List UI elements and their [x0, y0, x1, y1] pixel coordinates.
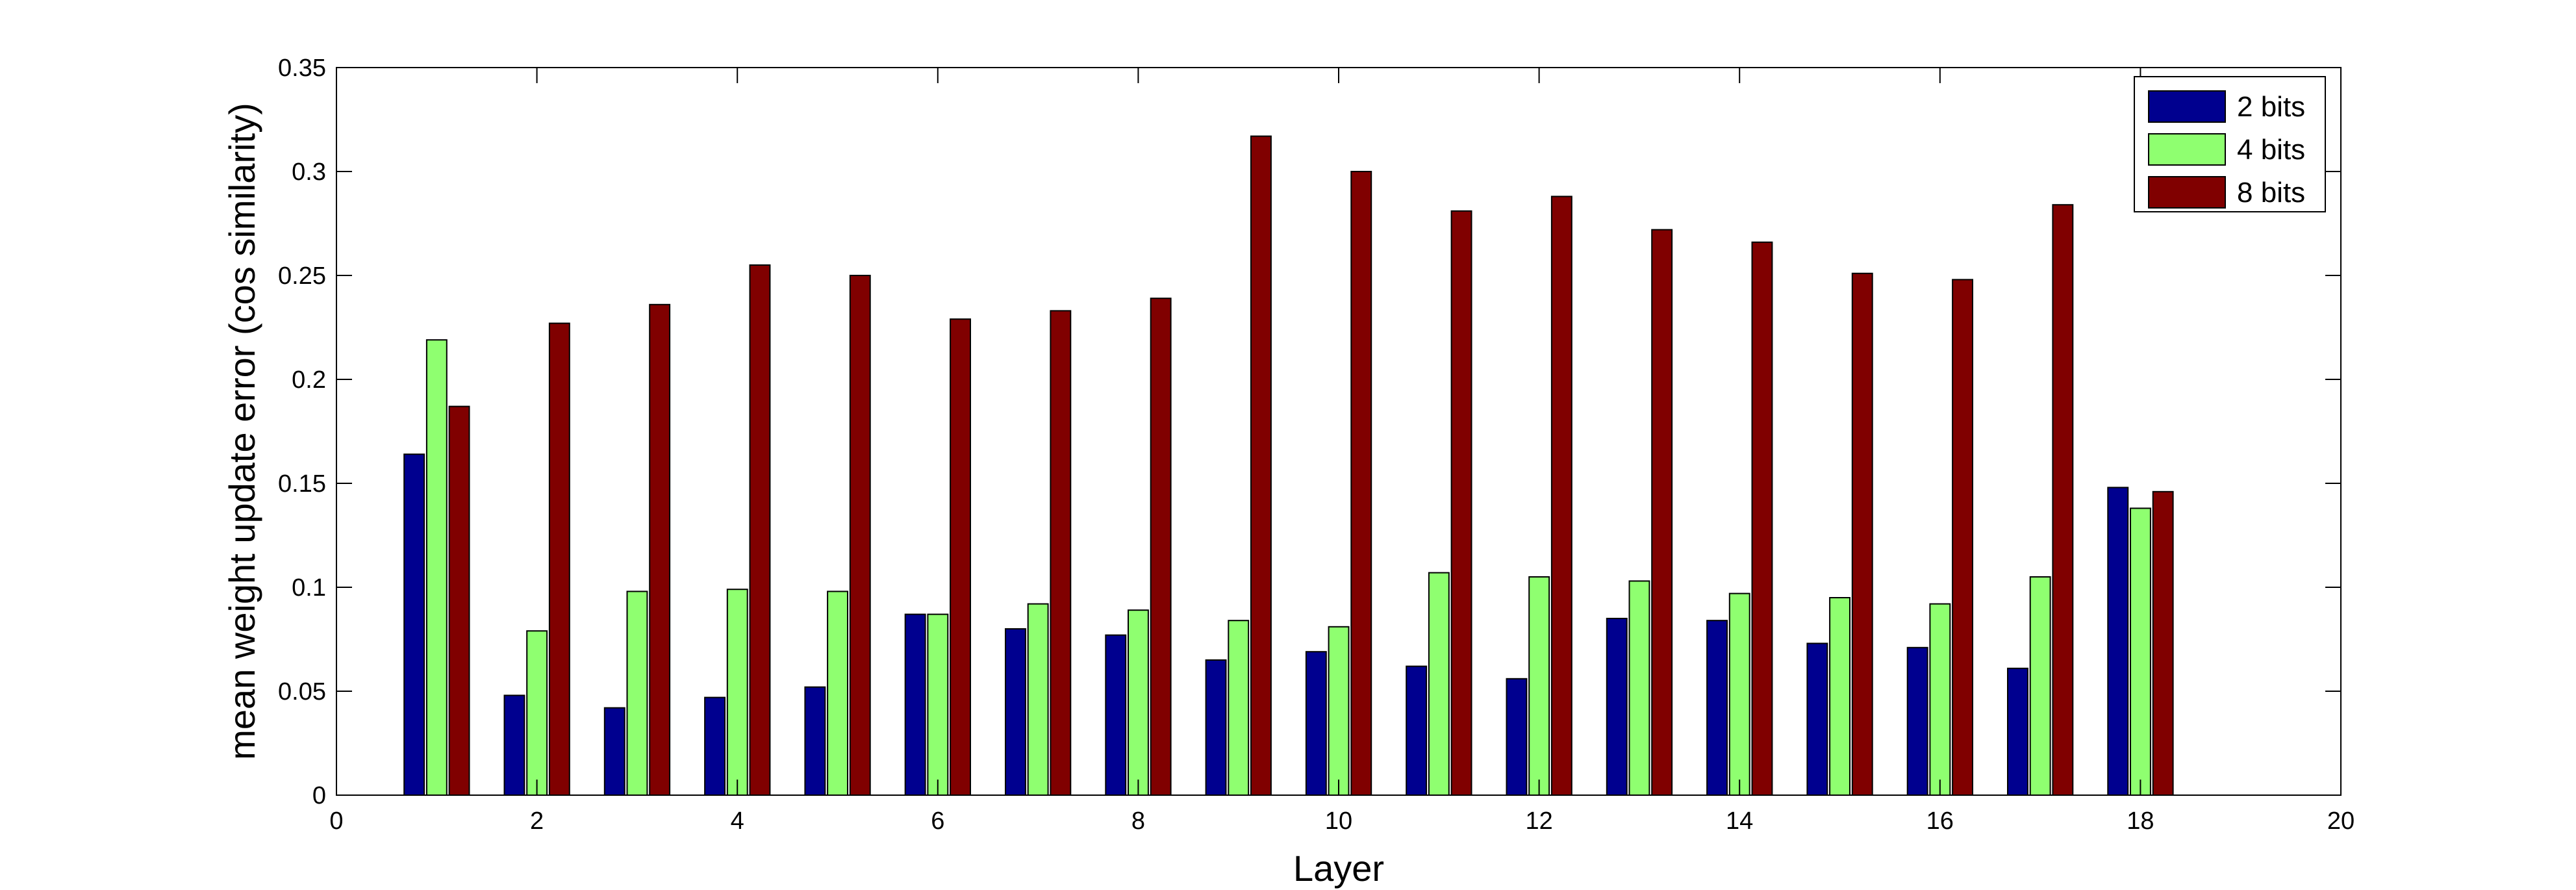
y-tick-label: 0	[312, 782, 326, 809]
bar-8-bits-layer-4	[749, 264, 771, 796]
bar-4-bits-layer-11	[1428, 572, 1450, 796]
y-tick-label: 0.15	[278, 470, 326, 498]
bar-4-bits-layer-6	[927, 613, 949, 796]
legend-swatch	[2148, 176, 2226, 209]
bar-8-bits-layer-18	[2152, 490, 2174, 796]
bar-2-bits-layer-8	[1105, 634, 1127, 796]
legend-label: 8 bits	[2237, 177, 2305, 209]
bar-2-bits-layer-15	[1806, 642, 1828, 796]
bar-2-bits-layer-1	[403, 453, 425, 796]
bar-2-bits-layer-10	[1305, 651, 1327, 796]
bar-2-bits-layer-3	[603, 707, 625, 796]
bar-2-bits-layer-7	[1005, 628, 1026, 796]
y-tick-label: 0.05	[278, 678, 326, 706]
bar-4-bits-layer-15	[1829, 597, 1851, 796]
x-tick-label: 16	[1926, 807, 1954, 835]
bar-8-bits-layer-11	[1450, 210, 1472, 796]
bar-2-bits-layer-9	[1205, 659, 1227, 796]
bar-4-bits-layer-8	[1128, 609, 1149, 796]
x-tick-label: 4	[731, 807, 744, 835]
bar-8-bits-layer-16	[1952, 279, 1974, 796]
bar-4-bits-layer-9	[1228, 620, 1250, 796]
bar-4-bits-layer-14	[1728, 592, 1750, 796]
x-tick-label: 12	[1525, 807, 1552, 835]
legend-label: 4 bits	[2237, 134, 2305, 166]
bar-2-bits-layer-18	[2107, 487, 2129, 796]
bar-4-bits-layer-3	[626, 591, 648, 796]
y-tick-label: 0.3	[292, 159, 326, 186]
bar-4-bits-layer-7	[1027, 603, 1049, 796]
bar-8-bits-layer-13	[1651, 229, 1673, 796]
bar-4-bits-layer-18	[2130, 507, 2151, 796]
bar-8-bits-layer-9	[1250, 135, 1272, 796]
bar-4-bits-layer-17	[2029, 576, 2051, 796]
bar-8-bits-layer-12	[1550, 196, 1572, 796]
bar-4-bits-layer-16	[1929, 603, 1951, 796]
y-tick-label: 0.25	[278, 262, 326, 290]
legend: 2 bits 4 bits 8 bits	[2134, 76, 2326, 212]
y-tick-label: 0.1	[292, 574, 326, 602]
bar-2-bits-layer-2	[503, 694, 525, 796]
legend-label: 2 bits	[2237, 91, 2305, 123]
bar-8-bits-layer-10	[1350, 171, 1372, 796]
bar-8-bits-layer-7	[1050, 310, 1072, 796]
x-tick-label: 8	[1131, 807, 1145, 835]
x-axis-label: Layer	[1293, 848, 1384, 889]
x-tick-label: 20	[2327, 807, 2355, 835]
x-tick-label: 18	[2127, 807, 2154, 835]
bar-8-bits-layer-15	[1851, 272, 1873, 796]
y-tick-label: 0.2	[292, 366, 326, 394]
bar-4-bits-layer-12	[1528, 576, 1550, 796]
y-tick-label: 0.35	[278, 55, 326, 82]
bar-2-bits-layer-5	[804, 686, 826, 796]
bar-4-bits-layer-5	[827, 591, 848, 796]
bar-8-bits-layer-1	[448, 405, 470, 796]
x-tick-label: 6	[931, 807, 944, 835]
bar-2-bits-layer-12	[1506, 678, 1528, 796]
legend-swatch	[2148, 133, 2226, 166]
bar-8-bits-layer-6	[950, 318, 971, 796]
bar-2-bits-layer-16	[1906, 646, 1928, 796]
y-axis-label: mean weight update error (cos similarity…	[221, 103, 262, 759]
plot-frame	[336, 67, 2342, 796]
bar-8-bits-layer-14	[1751, 241, 1773, 796]
bar-4-bits-layer-2	[526, 630, 548, 796]
x-tick-label: 14	[1726, 807, 1753, 835]
bar-8-bits-layer-2	[548, 322, 570, 796]
x-tick-label: 0	[329, 807, 343, 835]
bar-2-bits-layer-4	[704, 696, 726, 796]
bar-8-bits-layer-5	[849, 275, 871, 796]
bar-8-bits-layer-17	[2052, 204, 2074, 796]
bar-4-bits-layer-1	[425, 339, 448, 796]
x-tick-label: 2	[530, 807, 544, 835]
bar-2-bits-layer-14	[1706, 620, 1728, 796]
x-tick-label: 10	[1325, 807, 1352, 835]
bar-group	[403, 135, 2174, 796]
bar-2-bits-layer-13	[1606, 618, 1628, 796]
bar-8-bits-layer-8	[1150, 298, 1172, 796]
bar-2-bits-layer-6	[904, 613, 926, 796]
bar-4-bits-layer-4	[726, 589, 748, 796]
axes: 0 2 4 6 8 10 12 14 16 18 20 0 0.05 0.1 0.15 0.2 0.25 0.3 0…	[278, 55, 2355, 835]
bar-2-bits-layer-17	[2007, 667, 2028, 796]
bar-4-bits-layer-10	[1328, 626, 1350, 796]
bar-4-bits-layer-13	[1628, 580, 1650, 796]
bar-2-bits-layer-11	[1406, 665, 1428, 796]
legend-swatch	[2148, 90, 2226, 123]
bar-8-bits-layer-3	[649, 303, 671, 796]
